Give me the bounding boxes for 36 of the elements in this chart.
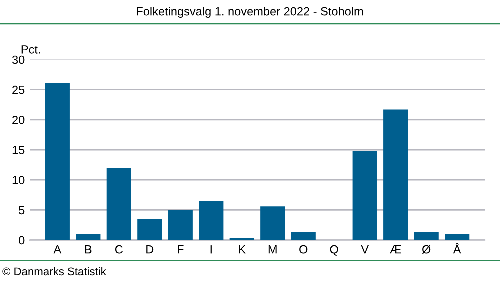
bar	[168, 210, 193, 240]
bar	[199, 201, 224, 240]
x-tick-label: M	[268, 246, 277, 254]
y-tick-label: 15	[12, 146, 25, 154]
x-tick-label: Å	[453, 243, 462, 254]
bar	[291, 232, 316, 240]
x-tick-label: C	[115, 245, 123, 254]
bar	[106, 168, 132, 240]
y-tick-label: 0	[19, 236, 25, 245]
x-tick-label: A	[54, 246, 62, 254]
x-tick-label: B	[85, 246, 92, 254]
bar	[445, 234, 470, 240]
x-tick-label: Ø	[422, 245, 431, 254]
bar	[45, 83, 70, 240]
y-axis-title: Pct.	[22, 46, 40, 54]
x-tick-label: F	[178, 246, 184, 254]
bar	[138, 219, 162, 240]
x-tick-label: Æ	[390, 246, 402, 254]
chart-title: Folketingsvalg 1. november 2022 - Stoholm	[137, 7, 364, 18]
bar	[260, 206, 286, 240]
bar	[384, 110, 408, 240]
y-tick-label: 5	[19, 206, 25, 215]
x-tick-label: Q	[330, 245, 338, 256]
x-tick-label: D	[146, 246, 154, 254]
y-tick-label: 20	[12, 116, 25, 124]
x-tick-label: O	[300, 245, 308, 254]
x-tick-label: V	[361, 246, 369, 254]
y-tick-label: 30	[12, 56, 25, 64]
text: © Danmarks Statistik	[2, 267, 106, 276]
x-tick-label: I	[210, 246, 212, 254]
y-tick-label: 10	[12, 176, 25, 184]
x-tick-label: K	[239, 246, 246, 254]
bar	[414, 232, 439, 240]
y-tick-label: 25	[12, 86, 25, 94]
bar	[76, 234, 101, 240]
bar	[352, 151, 378, 240]
